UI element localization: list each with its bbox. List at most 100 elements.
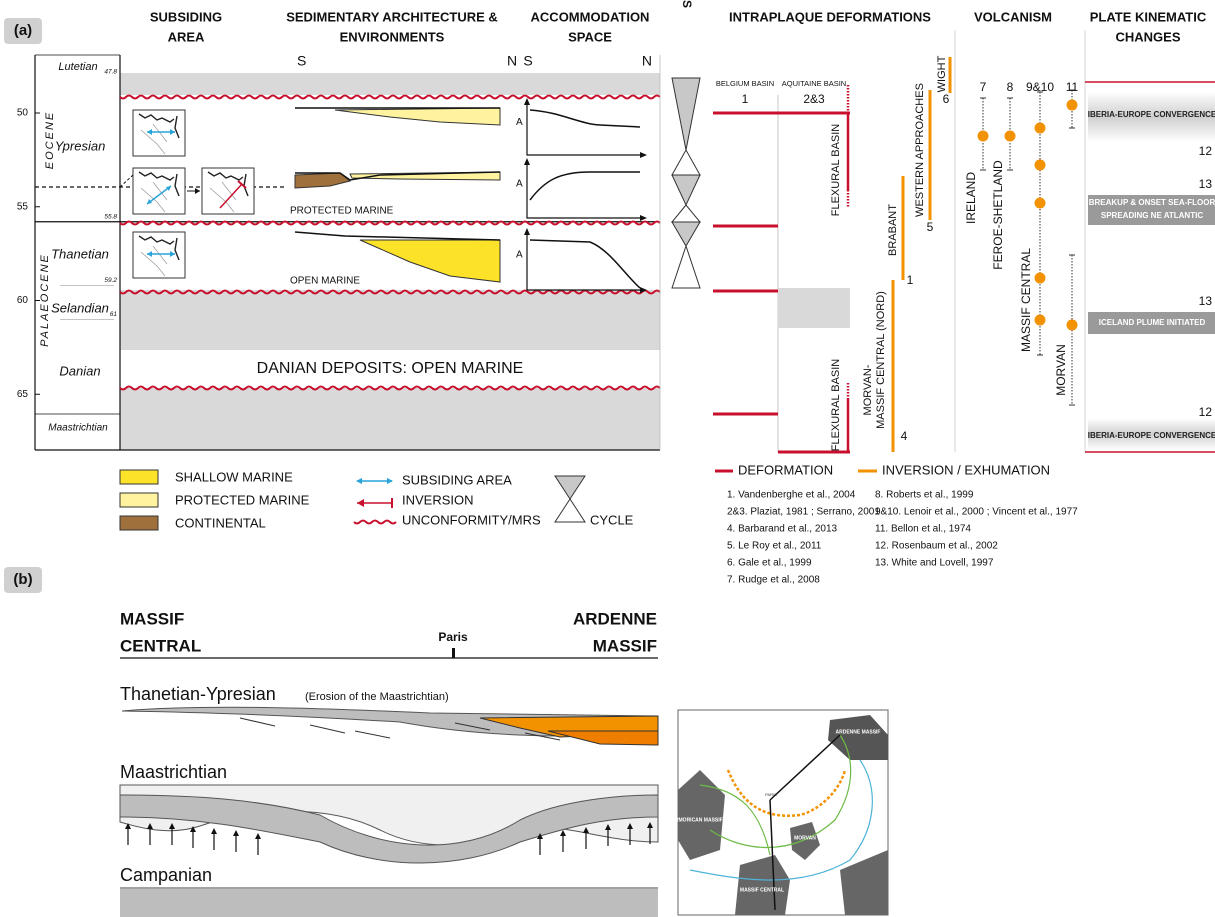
boundary-age: 55.8 [104, 213, 117, 220]
eruption [1034, 272, 1046, 284]
axis [526, 230, 645, 291]
age-tick-label: 55 [17, 201, 29, 212]
eruption [1066, 99, 1078, 111]
event-ref: 13 [1199, 177, 1213, 191]
stage-label: Thanetian [51, 246, 109, 261]
eruption [1034, 197, 1046, 209]
shape [169, 823, 175, 829]
volcanism-label: MASSIF CENTRAL [1019, 248, 1033, 352]
legend-label: UNCONFORMITY/MRS [402, 512, 541, 527]
shape [524, 228, 530, 235]
inversion-label: WIGHT [936, 55, 948, 92]
coastline [138, 171, 175, 181]
basin-name: AQUITAINE BASIN [782, 79, 846, 88]
shape [560, 830, 566, 836]
age-tick-label: 50 [17, 108, 29, 119]
column-header: ENVIRONMENTS [340, 29, 445, 44]
stage-label: Maastrichtian [48, 423, 108, 434]
legend-swatch [119, 515, 159, 531]
shape [640, 152, 647, 158]
reference: 1. Vandenberghe et al., 2004 [727, 490, 856, 501]
cycle [671, 221, 701, 247]
map-label: MASSIF CENTRAL [740, 887, 784, 893]
event-box [1088, 312, 1215, 334]
shape [647, 822, 653, 828]
basin-fill [119, 784, 659, 846]
reference: 11. Bellon et al., 1974 [875, 524, 971, 535]
shape [640, 287, 647, 293]
shape [147, 251, 152, 257]
boundary-age: 59.2 [104, 277, 117, 284]
reference: 2&3. Plaziat, 1981 ; Serrano, 2001 [727, 507, 880, 518]
legend-swatch [119, 492, 159, 508]
basin-label: FLEXURAL BASIN [830, 359, 842, 452]
volcanism-number: 11 [1066, 80, 1079, 94]
shape [524, 98, 530, 105]
panel-label-bg [4, 18, 42, 44]
shape [583, 827, 589, 833]
legend-label: CYCLE [590, 512, 634, 527]
massif [840, 850, 888, 915]
axis [526, 160, 645, 219]
eruption [1066, 319, 1078, 331]
map-label: PARIS [765, 792, 777, 797]
slip-arrow [354, 730, 391, 739]
outcrop-line [709, 734, 852, 848]
reference: 7. Rudge et al., 2008 [727, 575, 820, 586]
section-label: Campanian [120, 865, 212, 885]
environment-label: PROTECTED MARINE [290, 206, 394, 217]
reference: 12. Rosenbaum et al., 2002 [875, 541, 998, 552]
coastline [138, 235, 175, 245]
age-tick-label: 65 [17, 389, 29, 400]
inversion-arrow [219, 183, 243, 209]
shape [233, 830, 239, 836]
column-header: INTRAPLAQUE DEFORMATIONS [729, 9, 931, 24]
massif [828, 715, 888, 760]
stage-label: Selandian [51, 300, 109, 315]
column-header: VOLCANISM [974, 9, 1052, 24]
event-label: IBERIA-EUROPE CONVERGENCE [1088, 431, 1215, 440]
section-end: ARDENNE [573, 609, 657, 628]
shape [605, 824, 611, 830]
shape [195, 188, 200, 194]
slip-arrow [239, 717, 276, 727]
event-label: ICELAND PLUME INITIATED [1099, 318, 1206, 327]
coastline [174, 115, 180, 139]
section-label: Maastrichtian [120, 762, 227, 782]
event-ref: 12 [1199, 144, 1213, 158]
campanian-layer [120, 889, 658, 917]
map-label: ARMORICAN MASSIF [671, 817, 722, 823]
stage-label: Danian [59, 363, 100, 378]
event-box [1088, 195, 1215, 225]
curve [529, 109, 641, 128]
curve [529, 171, 640, 201]
reference: 6. Gale et al., 1999 [727, 558, 812, 569]
panel-label: (a) [14, 22, 32, 39]
direction: S [297, 53, 306, 69]
cycle [671, 244, 701, 289]
coastline [207, 171, 244, 181]
shape [125, 823, 131, 829]
section-label: Thanetian-Ypresian [120, 684, 276, 704]
coastline [174, 237, 180, 261]
lutetian-band [120, 73, 660, 95]
basin-label: FLEXURAL BASIN [830, 124, 842, 217]
massif [790, 822, 820, 860]
slip-arrow [454, 722, 491, 731]
column-header: AREA [168, 29, 205, 44]
fault [140, 123, 168, 155]
environment-label: OPEN MARINE [290, 276, 360, 287]
volcanism-number: 9&10 [1026, 80, 1054, 94]
direction: N [642, 53, 652, 69]
surface [295, 171, 501, 181]
event-ref: 13 [1199, 294, 1213, 308]
reference: 5. Le Roy et al., 2011 [727, 541, 822, 552]
column-header: SPACE [568, 29, 612, 44]
unconformity [119, 289, 661, 295]
shape [524, 158, 530, 165]
cycle [671, 77, 701, 151]
maastrichtian-layer [119, 794, 659, 864]
reference: 13. White and Lovell, 1997 [875, 558, 994, 569]
unconformity [119, 385, 661, 391]
eruption [1034, 122, 1046, 134]
